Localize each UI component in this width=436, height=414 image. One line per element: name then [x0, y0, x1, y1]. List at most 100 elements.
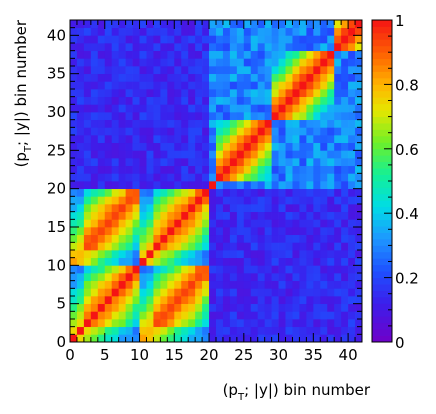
heatmap-cell [209, 181, 217, 190]
heatmap-cell [188, 104, 196, 113]
heatmap-cell [306, 66, 314, 75]
heatmap-cell [202, 296, 210, 305]
heatmap-cell [167, 119, 175, 128]
heatmap-cell [146, 112, 154, 121]
heatmap-cell [146, 196, 154, 205]
heatmap-cell [264, 165, 272, 174]
heatmap-cell [118, 242, 126, 251]
heatmap-cell [216, 127, 224, 136]
heatmap-cell [313, 288, 321, 297]
heatmap-cell [209, 188, 217, 197]
heatmap-cell [264, 204, 272, 213]
heatmap-cell [250, 81, 259, 90]
heatmap-cell [139, 227, 147, 236]
heatmap-cell [236, 150, 245, 159]
heatmap-cell [257, 227, 266, 236]
heatmap-cell [236, 73, 245, 82]
heatmap-cell [264, 66, 272, 75]
heatmap-cell [174, 104, 182, 113]
heatmap-cell [111, 66, 120, 75]
heatmap-cell [271, 81, 279, 90]
heatmap-cell [160, 265, 168, 274]
colorbar-segment [372, 219, 392, 227]
heatmap-cell [160, 288, 168, 297]
heatmap-cell [202, 227, 210, 236]
heatmap-cell [222, 127, 231, 136]
heatmap-cell [181, 173, 189, 182]
heatmap-cell [90, 142, 99, 151]
heatmap-cell [195, 142, 203, 151]
heatmap-cell [90, 188, 99, 197]
heatmap-cell [285, 173, 293, 182]
heatmap-cell [174, 20, 182, 29]
heatmap-cell [271, 142, 279, 151]
heatmap-cell [243, 211, 252, 220]
y-tick-label: 15 [47, 218, 66, 236]
heatmap-cell [118, 188, 126, 197]
heatmap-cell [160, 142, 168, 151]
heatmap-cell [327, 66, 335, 75]
heatmap-cell [146, 73, 154, 82]
heatmap-cell [320, 73, 328, 82]
heatmap-cell [292, 188, 300, 197]
heatmap-cell [250, 204, 259, 213]
heatmap-cell [97, 104, 106, 113]
heatmap-cell [195, 20, 203, 29]
heatmap-cell [264, 219, 272, 228]
heatmap-cell [355, 43, 363, 52]
heatmap-cell [153, 334, 161, 343]
heatmap-cell [83, 96, 92, 105]
heatmap-cell [236, 280, 245, 289]
heatmap-cell [153, 173, 161, 182]
heatmap-cell [278, 265, 286, 274]
heatmap-cell [306, 319, 314, 328]
heatmap-cell [125, 50, 133, 59]
heatmap-cell [111, 273, 120, 282]
heatmap-cell [83, 150, 92, 159]
heatmap-cell [216, 280, 224, 289]
heatmap-cell [306, 58, 314, 67]
heatmap-cell [111, 234, 120, 243]
heatmap-cell [285, 35, 293, 44]
heatmap-cell [264, 211, 272, 220]
heatmap-cell [334, 73, 342, 82]
heatmap-cell [195, 242, 203, 251]
heatmap-cell [299, 250, 307, 259]
heatmap-cell [167, 158, 175, 167]
heatmap-cell [139, 135, 147, 144]
heatmap-cell [334, 27, 342, 36]
heatmap-cell [111, 127, 120, 136]
heatmap-cell [76, 127, 85, 136]
heatmap-cell [104, 265, 113, 274]
heatmap-cell [236, 257, 245, 266]
heatmap-cell [216, 35, 224, 44]
heatmap-cell [313, 219, 321, 228]
heatmap-cell [118, 112, 126, 121]
heatmap-cell [195, 89, 203, 98]
heatmap-cell [313, 311, 321, 320]
heatmap-cell [209, 66, 217, 75]
heatmap-cell [132, 273, 140, 282]
heatmap-cell [299, 296, 307, 305]
heatmap-cell [285, 150, 293, 159]
heatmap-cell [111, 211, 120, 220]
heatmap-cell [139, 181, 147, 190]
heatmap-cell [299, 242, 307, 251]
heatmap-cell [132, 66, 140, 75]
heatmap-cell [153, 319, 161, 328]
heatmap-cell [299, 257, 307, 266]
heatmap-cell [271, 96, 279, 105]
heatmap-cell [278, 288, 286, 297]
y-tick-label: 30 [47, 103, 66, 121]
heatmap-cell [278, 227, 286, 236]
colorbar-segment [372, 97, 392, 105]
heatmap-cell [292, 150, 300, 159]
heatmap-cell [243, 219, 252, 228]
heatmap-cell [250, 43, 259, 52]
heatmap-cell [174, 43, 182, 52]
heatmap-cell [292, 234, 300, 243]
heatmap-cell [257, 319, 266, 328]
heatmap-cell [174, 334, 182, 343]
heatmap-cell [97, 211, 106, 220]
heatmap-cell [209, 219, 217, 228]
